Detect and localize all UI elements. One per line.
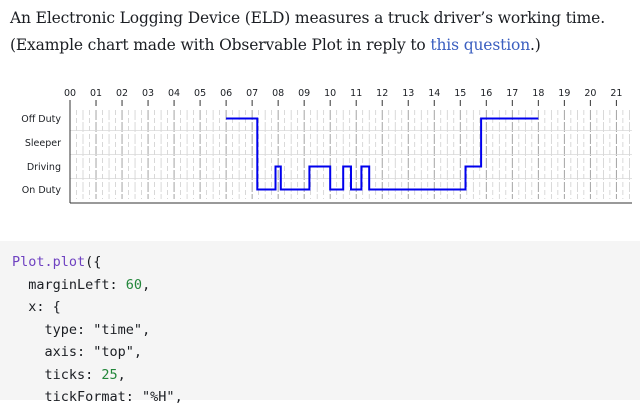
intro-line-2: (Example chart made with Observable Plot…: [10, 32, 635, 59]
code-line: axis: "top",: [12, 344, 143, 360]
x-tick-label: 06: [220, 88, 232, 99]
x-tick-label: 00: [64, 88, 76, 99]
code-token: "top": [93, 344, 134, 360]
code-token: ,: [117, 366, 126, 383]
x-tick-label: 15: [454, 88, 466, 99]
code-token: axis:: [12, 344, 94, 360]
duty-status-series: [226, 117, 539, 191]
chart-frame: [69, 106, 632, 204]
x-tick-label: 03: [142, 88, 154, 99]
x-tick-label: 05: [194, 88, 206, 99]
code-token: ,: [174, 389, 183, 405]
code-token: "time": [93, 321, 143, 338]
code-line: tickFormat: "%H",: [12, 389, 183, 405]
code-token: ,: [142, 321, 151, 338]
code-token: "%H": [142, 389, 175, 405]
x-tick-label: 01: [90, 88, 102, 99]
y-tick-label: Sleeper: [25, 138, 61, 149]
code-token: ticks:: [12, 366, 102, 383]
chart-grid: [70, 110, 632, 199]
code-token: marginLeft:: [12, 276, 126, 293]
x-tick-label: 07: [246, 88, 258, 99]
code-line: marginLeft: 60,: [12, 277, 150, 293]
x-tick-label: 09: [298, 88, 310, 99]
code-text: Plot.plot({ marginLeft: 60, x: { type: "…: [0, 241, 640, 409]
x-tick-label: 08: [272, 88, 284, 99]
question-link[interactable]: this question: [430, 36, 531, 54]
x-axis: 00 01 02 03 04 05 06 07 08 09 10 11 12 13 14 15 16 17 18 19…: [64, 88, 622, 106]
code-line: ticks: 25,: [12, 367, 126, 383]
y-tick-label: Driving: [27, 162, 61, 173]
x-tick-label: 14: [428, 88, 440, 99]
y-tick-label: Off Duty: [21, 114, 61, 125]
code-line: type: "time",: [12, 321, 151, 338]
y-axis-labels: Off Duty Sleeper Driving On Duty: [21, 114, 61, 196]
code-token: Plot.plot: [12, 254, 86, 270]
x-tick-label: 04: [168, 88, 180, 99]
code-token: ,: [133, 344, 143, 360]
x-tick-label: 11: [350, 88, 362, 99]
y-tick-label: On Duty: [22, 185, 62, 196]
intro-line-1: An Electronic Logging Device (ELD) measu…: [10, 9, 605, 27]
code-line: Plot.plot({: [12, 254, 101, 270]
eld-chart: Off Duty Sleeper Driving On Duty 00 01 02 03 04…: [21, 88, 632, 204]
code-token: type:: [12, 321, 94, 338]
x-tick-label: 18: [532, 88, 544, 99]
x-tick-label: 10: [324, 88, 336, 99]
code-token: ({: [85, 254, 102, 270]
code-token: 25: [101, 366, 118, 383]
x-tick-label: 19: [558, 88, 570, 99]
x-tick-label: 13: [402, 88, 414, 99]
intro-paragraph: An Electronic Logging Device (ELD) measu…: [10, 5, 635, 59]
intro-line-2-suffix: .): [530, 36, 541, 54]
code-token: tickFormat:: [12, 389, 143, 405]
x-tick-label: 02: [116, 88, 128, 99]
code-token: ,: [142, 276, 151, 293]
code-token: 60: [125, 276, 143, 293]
x-tick-label: 12: [376, 88, 388, 99]
code-block: Plot.plot({ marginLeft: 60, x: { type: "…: [0, 241, 640, 405]
x-tick-label: 20: [584, 88, 596, 99]
duty-status-line: [226, 117, 539, 191]
x-tick-label: 17: [506, 88, 518, 99]
intro-line-2-prefix: (Example chart made with Observable Plot…: [10, 36, 431, 54]
x-tick-label: 16: [480, 88, 492, 99]
x-tick-label: 21: [610, 88, 622, 99]
code-line: x: {: [12, 299, 61, 315]
code-token: x: {: [12, 299, 61, 315]
